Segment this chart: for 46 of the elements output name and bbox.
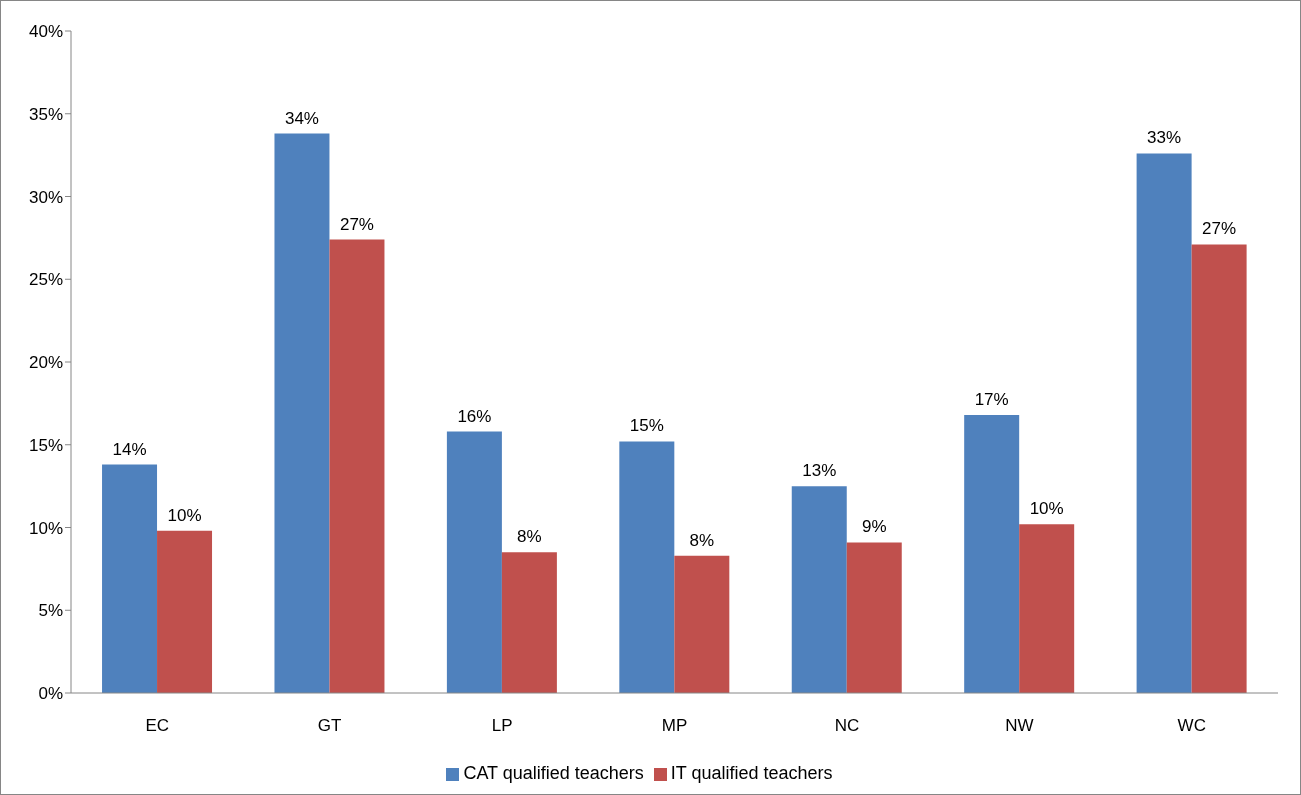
y-tick-label: 20% [28,353,63,373]
data-label: 34% [284,108,319,128]
x-tick-label: LP [491,716,513,736]
bar [964,414,1020,693]
y-tick-label: 30% [28,187,63,207]
bar [329,239,385,693]
data-label: 10% [167,505,202,525]
data-label: 9% [861,517,887,537]
bar [446,431,502,693]
y-tick-label: 0% [38,684,63,704]
bar [1191,244,1247,693]
bar [1019,524,1075,693]
bar [674,555,730,693]
data-label: 13% [802,461,837,481]
data-label: 15% [629,416,664,436]
bar [791,486,847,693]
data-label: 27% [1202,219,1237,239]
bar [274,133,330,693]
data-label: 27% [339,214,374,234]
bar [157,530,213,693]
data-label: 8% [517,527,542,547]
y-tick-label: 15% [28,435,63,455]
bar [846,542,902,693]
data-label: 16% [457,406,492,426]
bar [501,552,557,693]
x-tick-label: WC [1177,716,1206,736]
x-tick-label: EC [145,716,170,736]
x-tick-label: MP [661,716,688,736]
bar [102,464,158,693]
y-tick-label: 40% [28,22,63,42]
x-tick-label: NW [1005,716,1034,736]
data-label: 14% [112,439,147,459]
y-tick-label: 35% [28,104,63,124]
legend-label: IT qualified teachers [670,763,833,783]
x-tick-label: NC [834,716,860,736]
data-label: 8% [689,530,715,550]
data-label: 10% [1029,499,1064,519]
bar [619,441,675,693]
x-tick-label: GT [317,716,342,736]
data-label: 17% [974,389,1009,409]
y-tick-label: 10% [28,518,63,538]
y-tick-label: 5% [38,601,63,621]
data-label: 33% [1147,128,1182,148]
bar [1136,153,1192,693]
legend-label: CAT qualified teachers [463,763,644,783]
y-tick-label: 25% [28,270,63,290]
